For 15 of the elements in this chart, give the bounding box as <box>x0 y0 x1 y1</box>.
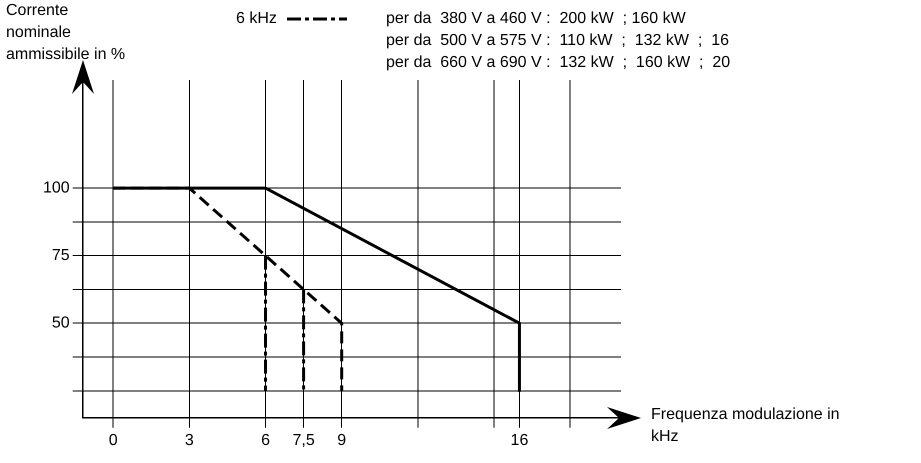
text: per da 660 V a 690 V : 132 kW ; 160 kW ; 20 <box>386 53 730 73</box>
x-tick-label: 9 <box>337 432 346 449</box>
y-tick-label: 50 <box>52 314 70 332</box>
x-axis-title: Frequenza modulazione in kHz <box>651 404 841 447</box>
legend-label: 6 kHz <box>236 10 277 28</box>
y-tick-label: 100 <box>42 180 70 196</box>
x-tick-label: 6 <box>261 432 270 449</box>
y-axis-title: Corrente nominale ammissibile in % <box>6 1 126 65</box>
x-tick-label: 16 <box>510 432 528 449</box>
text: per da 380 V a 460 V : 200 kW ; 160 kW <box>386 9 687 29</box>
x-tick-label: 7,5 <box>292 432 315 449</box>
x-tick-label: 3 <box>184 432 194 449</box>
x-tick-label: 0 <box>108 432 118 449</box>
y-tick-label: 75 <box>52 247 70 264</box>
text: per da 500 V a 575 V : 110 kW ; 132 kW ; 16 <box>386 31 730 51</box>
